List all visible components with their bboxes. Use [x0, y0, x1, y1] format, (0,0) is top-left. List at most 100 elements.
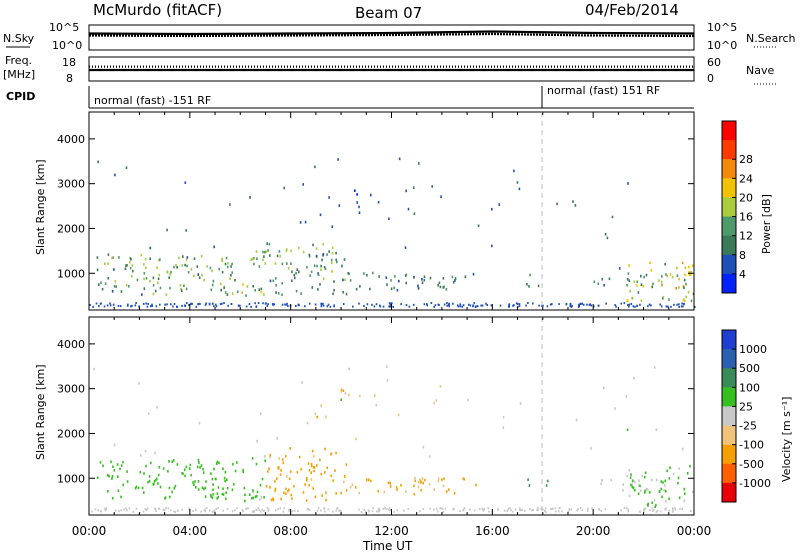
data-cell: [290, 262, 292, 265]
data-cell: [502, 426, 505, 429]
data-cell: [330, 258, 333, 262]
data-cell: [572, 200, 574, 203]
colorbar-frame: [721, 329, 737, 503]
data-cell: [210, 288, 213, 292]
ground-scatter-cell: [368, 510, 370, 513]
data-cell: [185, 465, 188, 469]
data-cell: [666, 469, 668, 473]
ground-scatter-cell: [219, 303, 222, 306]
data-cell: [340, 390, 343, 393]
data-cell: [304, 483, 306, 486]
data-cell: [519, 402, 522, 405]
data-cell: [321, 494, 323, 497]
ground-scatter-cell: [336, 507, 339, 510]
ground-scatter-cell: [287, 305, 289, 308]
data-cell: [143, 287, 146, 290]
data-cell: [407, 207, 410, 211]
ground-scatter-cell: [544, 509, 546, 512]
ground-scatter-cell: [138, 305, 140, 308]
data-cell: [217, 486, 220, 489]
ground-scatter-cell: [577, 508, 579, 511]
data-cell: [314, 412, 317, 415]
data-cell: [472, 272, 475, 276]
velocity-cells: [91, 365, 694, 513]
colorbar-tick-label: 100: [739, 381, 760, 394]
ground-scatter-cell: [155, 305, 158, 308]
ground-scatter-cell: [508, 303, 511, 306]
nsearch-tick-hi: 10^5: [707, 21, 737, 34]
ground-scatter-cell: [665, 305, 668, 308]
data-cell: [278, 466, 280, 470]
ground-scatter-cell: [463, 508, 465, 511]
ground-scatter-cell: [324, 510, 326, 513]
ground-scatter-cell: [307, 508, 309, 511]
ground-scatter-cell: [405, 304, 408, 307]
ground-scatter-cell: [392, 305, 394, 308]
ground-scatter-cell: [463, 507, 466, 510]
data-cell: [185, 258, 188, 261]
data-cell: [155, 478, 157, 482]
data-cell: [390, 287, 393, 291]
ground-scatter-cell: [320, 509, 322, 512]
ground-scatter-cell: [247, 507, 249, 510]
ground-scatter-cell: [248, 303, 251, 306]
data-cell: [204, 486, 207, 490]
ground-scatter-cell: [587, 507, 589, 510]
ground-scatter-cell: [549, 303, 552, 306]
ground-scatter-cell: [164, 508, 166, 511]
data-cell: [665, 273, 667, 276]
ground-scatter-cell: [284, 303, 286, 306]
ground-scatter-cell: [371, 510, 374, 513]
data-cell: [272, 498, 275, 502]
data-cell: [414, 479, 417, 483]
ground-scatter-cell: [571, 305, 573, 308]
ground-scatter-cell: [623, 302, 626, 305]
colorbar-frame: [721, 120, 737, 294]
colorbar-swatch: [722, 178, 736, 198]
data-cell: [249, 493, 251, 496]
ground-scatter-cell: [518, 303, 521, 306]
ground-scatter-cell: [554, 507, 557, 510]
ground-scatter-cell: [620, 302, 623, 305]
data-cell: [691, 264, 694, 268]
ground-scatter-cell: [266, 304, 268, 307]
ground-scatter-cell: [254, 302, 256, 305]
data-cell: [256, 257, 258, 260]
data-cell: [263, 496, 265, 499]
ground-scatter-cell: [119, 305, 122, 308]
data-cell: [212, 493, 214, 496]
data-cell: [112, 465, 114, 468]
velocity-colorbar: 1000 500 100 25 -25 -100 -500 -1000: [721, 329, 771, 503]
ground-scatter-cell: [236, 507, 238, 510]
data-cell: [333, 288, 335, 292]
data-cell: [687, 291, 690, 294]
ground-scatter-cell: [145, 508, 148, 511]
colorbar-swatch: [722, 387, 736, 407]
data-cell: [655, 478, 658, 482]
ground-scatter-cell: [335, 509, 338, 512]
ground-scatter-cell: [162, 508, 164, 511]
data-cell: [107, 262, 109, 265]
ground-scatter-cell: [164, 303, 166, 306]
data-cell: [96, 476, 99, 479]
ground-scatter-cell: [288, 509, 291, 512]
colorbar-swatch: [722, 463, 736, 484]
data-cell: [196, 265, 199, 268]
data-cell: [665, 500, 667, 503]
data-cell: [221, 259, 223, 262]
ground-scatter-cell: [457, 305, 460, 308]
ground-scatter-cell: [308, 302, 311, 305]
data-cell: [366, 478, 368, 482]
ground-scatter-cell: [135, 302, 137, 304]
nsky-panel-frame: [88, 24, 695, 51]
data-cell: [212, 483, 214, 486]
data-cell: [443, 285, 445, 289]
data-cell: [643, 475, 646, 479]
data-cell: [281, 262, 284, 266]
ground-scatter-cell: [145, 302, 147, 305]
ground-scatter-cell: [379, 508, 381, 511]
data-cell: [267, 249, 269, 252]
ground-scatter-cell: [103, 305, 106, 308]
data-cell: [423, 278, 426, 282]
ground-scatter-cell: [550, 507, 552, 510]
